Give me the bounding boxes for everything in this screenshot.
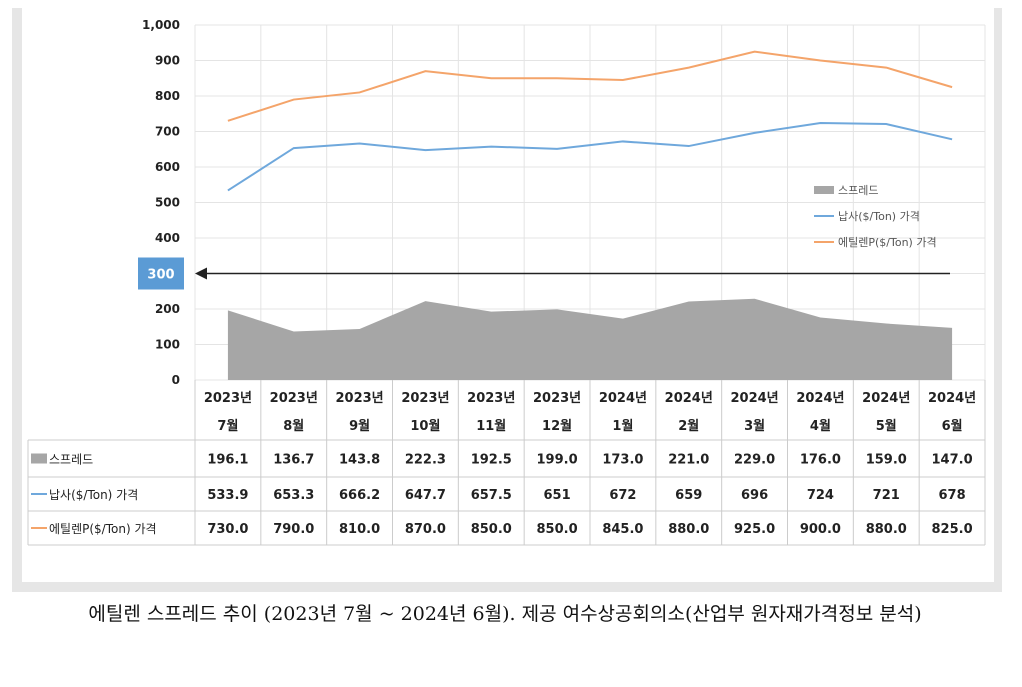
table-cell: 925.0: [734, 522, 775, 537]
table-legend-swatch: [31, 453, 47, 464]
table-cell: 880.0: [668, 522, 709, 537]
x-tick-label: 2023년: [401, 391, 449, 406]
spread-area: [227, 298, 953, 380]
x-tick-label: 2023년: [533, 391, 581, 406]
x-tick-label: 2023년: [270, 391, 318, 406]
table-cell: 176.0: [800, 453, 841, 468]
x-tick-label: 2024년: [731, 391, 779, 406]
table-cell: 159.0: [866, 453, 907, 468]
table-cell: 900.0: [800, 522, 841, 537]
y-tick-label: 100: [155, 338, 180, 352]
x-tick-label: 5월: [876, 418, 897, 434]
x-tick-label: 2024년: [928, 391, 976, 406]
highlight-label: 300: [147, 268, 174, 283]
table-cell: 653.3: [273, 488, 314, 503]
table-cell: 678: [939, 488, 966, 503]
table-cell: 850.0: [537, 522, 578, 537]
table-cell: 651: [544, 488, 571, 503]
y-tick-label: 200: [155, 302, 180, 316]
table-cell: 880.0: [866, 522, 907, 537]
x-tick-label: 11월: [476, 418, 506, 434]
y-tick-label: 900: [155, 54, 180, 68]
legend-swatch: [814, 186, 834, 194]
table-cell: 196.1: [207, 453, 248, 468]
table-cell: 657.5: [471, 488, 512, 503]
arrow-head-icon: [195, 267, 207, 280]
table-cell: 870.0: [405, 522, 446, 537]
series-line-2: [227, 50, 953, 122]
y-tick-label: 700: [155, 125, 180, 139]
x-tick-label: 2023년: [467, 391, 515, 406]
table-cell: 666.2: [339, 488, 380, 503]
table-cell: 672: [609, 488, 636, 503]
x-tick-label: 2월: [678, 418, 699, 434]
table-cell: 199.0: [537, 453, 578, 468]
table-cell: 221.0: [668, 453, 709, 468]
table-cell: 533.9: [207, 488, 248, 503]
table-cell: 143.8: [339, 453, 380, 468]
table-cell: 222.3: [405, 453, 446, 468]
table-cell: 136.7: [273, 453, 314, 468]
table-cell: 147.0: [932, 453, 973, 468]
x-tick-label: 2023년: [204, 391, 252, 406]
table-cell: 173.0: [602, 453, 643, 468]
x-tick-label: 9월: [349, 418, 370, 434]
x-tick-label: 10월: [410, 418, 440, 434]
table-cell: 647.7: [405, 488, 446, 503]
legend-label: 납사($/Ton) 가격: [838, 210, 920, 223]
y-tick-label: 600: [155, 160, 180, 174]
table-cell: 730.0: [207, 522, 248, 537]
chart: 01002004005006007008009001,000300스프레드납사(…: [27, 18, 986, 546]
x-tick-label: 8월: [283, 418, 304, 434]
x-tick-label: 2023년: [336, 391, 384, 406]
table-cell: 659: [675, 488, 702, 503]
table-cell: 696: [741, 488, 768, 503]
y-tick-label: 400: [155, 231, 180, 245]
table-cell: 845.0: [602, 522, 643, 537]
table-cell: 721: [873, 488, 900, 503]
highlight-box: [138, 257, 184, 290]
x-tick-label: 2024년: [862, 391, 910, 406]
x-tick-label: 6월: [942, 418, 963, 434]
x-tick-label: 2024년: [796, 391, 844, 406]
x-tick-label: 7월: [217, 418, 238, 434]
x-tick-label: 2024년: [665, 391, 713, 406]
figure-caption: 에틸렌 스프레드 추이 (2023년 7월 ~ 2024년 6월). 제공 여수…: [88, 603, 922, 625]
chart-panel: [22, 8, 994, 582]
table-cell: 825.0: [932, 522, 973, 537]
y-tick-label: 500: [155, 196, 180, 210]
table-cell: 229.0: [734, 453, 775, 468]
table-cell: 724: [807, 488, 834, 503]
table-cell: 192.5: [471, 453, 512, 468]
y-tick-label: 0: [172, 373, 180, 387]
x-tick-label: 2024년: [599, 391, 647, 406]
x-tick-label: 1월: [612, 418, 633, 434]
table-row-label: 스프레드: [49, 453, 93, 467]
table-cell: 810.0: [339, 522, 380, 537]
x-tick-label: 12월: [542, 418, 572, 434]
table-cell: 850.0: [471, 522, 512, 537]
x-tick-label: 3월: [744, 418, 765, 434]
x-tick-label: 4월: [810, 418, 831, 434]
legend-label: 에틸렌P($/Ton) 가격: [838, 236, 937, 249]
table-row-label: 에틸렌P($/Ton) 가격: [49, 522, 157, 536]
series-line-1: [227, 121, 953, 192]
table-cell: 790.0: [273, 522, 314, 537]
table-row-label: 납사($/Ton) 가격: [49, 488, 138, 502]
y-tick-label: 800: [155, 89, 180, 103]
y-tick-label: 1,000: [142, 18, 180, 32]
legend-label: 스프레드: [838, 184, 878, 197]
